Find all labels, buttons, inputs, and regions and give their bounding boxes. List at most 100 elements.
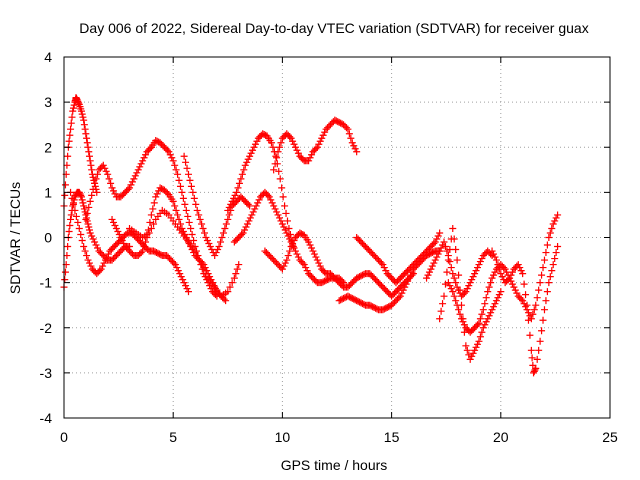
data-point <box>286 133 294 141</box>
data-point <box>543 288 551 296</box>
data-point <box>171 202 179 210</box>
data-point <box>530 369 538 377</box>
data-point <box>475 261 483 269</box>
data-point <box>271 160 279 168</box>
data-point <box>460 289 468 297</box>
data-point <box>140 154 148 162</box>
data-point <box>527 346 535 354</box>
data-point <box>88 232 96 240</box>
series-arc-18 <box>423 238 496 300</box>
data-point <box>315 259 323 267</box>
data-point <box>293 250 301 258</box>
data-point <box>85 259 93 267</box>
data-point <box>377 259 385 267</box>
data-point <box>179 194 187 202</box>
data-point <box>474 340 482 348</box>
data-point <box>530 367 538 375</box>
data-point <box>405 274 413 282</box>
data-point <box>193 252 201 260</box>
data-point <box>88 166 96 174</box>
data-point <box>478 328 486 336</box>
data-point <box>145 229 153 237</box>
data-point <box>281 259 289 267</box>
data-point <box>75 188 83 196</box>
data-point <box>284 232 292 240</box>
data-point <box>227 200 235 208</box>
data-point <box>224 206 232 214</box>
data-point <box>447 285 455 293</box>
data-point <box>221 224 229 232</box>
x-axis-label: GPS time / hours <box>281 457 388 473</box>
data-point <box>434 250 442 258</box>
data-point <box>61 181 69 189</box>
data-point <box>475 319 483 327</box>
data-point <box>74 97 82 105</box>
data-point <box>284 252 292 260</box>
series-arc-7 <box>126 206 243 300</box>
data-point <box>146 218 154 226</box>
data-point <box>140 243 148 251</box>
data-point <box>287 134 295 142</box>
data-point <box>490 271 498 279</box>
data-point <box>92 175 100 183</box>
series-arc-4 <box>82 143 155 223</box>
data-point <box>77 107 85 115</box>
data-point <box>452 297 460 305</box>
data-point <box>484 288 492 296</box>
data-point <box>524 309 532 317</box>
data-point <box>81 247 89 255</box>
data-point <box>551 217 559 225</box>
data-point <box>487 250 495 258</box>
data-point <box>504 276 512 284</box>
data-point <box>147 211 155 219</box>
data-point <box>79 113 87 121</box>
data-point <box>270 202 278 210</box>
data-point <box>64 152 72 160</box>
data-point <box>110 218 118 226</box>
data-point <box>433 253 441 261</box>
data-point <box>202 270 210 278</box>
data-point <box>93 244 101 252</box>
data-point <box>539 264 547 272</box>
data-point <box>520 280 528 288</box>
data-point <box>434 232 442 240</box>
data-point <box>248 211 256 219</box>
data-point <box>79 199 87 207</box>
data-point <box>86 197 94 205</box>
data-point <box>269 143 277 151</box>
data-point <box>452 246 460 254</box>
data-point <box>83 214 91 222</box>
data-point <box>345 130 353 138</box>
data-point <box>436 315 444 323</box>
data-point <box>174 211 182 219</box>
data-point <box>280 262 288 270</box>
data-point <box>318 134 326 142</box>
data-point <box>67 125 75 133</box>
data-point <box>433 235 441 243</box>
data-point <box>210 282 218 290</box>
data-point <box>69 202 77 210</box>
y-tick-label: 3 <box>44 94 52 110</box>
data-point <box>533 355 541 363</box>
data-point <box>178 188 186 196</box>
data-point <box>309 247 317 255</box>
data-point <box>249 208 257 216</box>
data-point <box>239 229 247 237</box>
data-point <box>463 285 471 293</box>
data-point <box>63 252 71 260</box>
data-point <box>104 170 112 178</box>
data-point <box>130 175 138 183</box>
x-tick-label: 5 <box>169 429 177 445</box>
data-point <box>133 169 141 177</box>
data-point <box>289 137 297 145</box>
data-point <box>101 256 109 264</box>
data-point <box>127 181 135 189</box>
data-point <box>319 131 327 139</box>
data-point <box>321 128 329 136</box>
data-point <box>449 224 457 232</box>
data-point <box>237 175 245 183</box>
data-point <box>201 264 209 272</box>
data-point <box>231 191 239 199</box>
data-point <box>469 273 477 281</box>
data-point <box>246 214 254 222</box>
